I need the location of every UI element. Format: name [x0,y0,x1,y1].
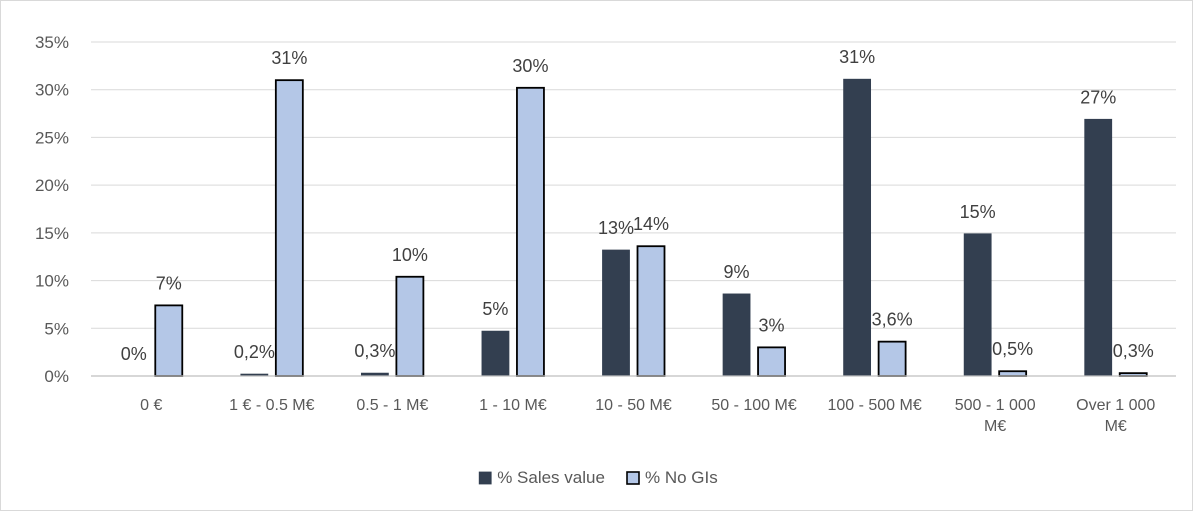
x-axis-category-labels: 0 € 1 € - 0.5 M€ 0.5 - 1 M€ 1 - 10 M€ 10 - 5… [140,397,1155,435]
y-tick-label: 20% [35,176,69,195]
bar-no-gis [154,304,184,377]
data-label-sales-value: 31% [839,47,875,67]
x-category-label: 1 € - 0.5 M€ [229,397,314,414]
x-category-label: 1 - 10 M€ [479,397,547,414]
bar-no-gis [757,346,786,377]
y-axis-ticks: 0% 5% 10% 15% 20% 25% 30% 35% [35,33,69,386]
data-label-sales-value: 0,2% [234,342,275,362]
gridlines [91,41,1176,329]
y-tick-label: 25% [35,128,69,147]
bar-no-gis [636,245,666,377]
bar-no-gis [274,79,304,377]
data-label-no-gis: 30% [512,56,548,76]
data-label-no-gis: 3% [759,315,785,335]
legend-item-no-gis: % No GIs [626,468,718,487]
y-tick-label: 35% [35,33,69,52]
y-tick-label: 30% [35,81,69,100]
y-tick-label: 15% [35,224,69,243]
data-label-sales-value: 15% [960,202,996,222]
legend-swatch [478,471,492,485]
data-label-sales-value: 0,3% [354,341,395,361]
legend-label: % No GIs [645,468,718,487]
bar-sales-value [1084,118,1113,377]
bars [154,78,1148,377]
x-category-label: M€ [1105,418,1127,435]
data-label-no-gis: 14% [633,214,669,234]
data-label-no-gis: 0,5% [992,339,1033,359]
bar-sales-value [602,249,630,377]
data-label-no-gis: 10% [392,245,428,265]
x-category-label: 10 - 50 M€ [595,397,672,414]
bar-no-gis [395,275,425,377]
data-label-sales-value: 5% [482,299,508,319]
legend-swatch [626,471,640,485]
legend-label: % Sales value [497,468,605,487]
x-category-label: 0 € [140,397,162,414]
bar-sales-value [722,293,751,377]
x-category-label: 100 - 500 M€ [827,397,921,414]
bar-no-gis [998,370,1028,377]
data-label-sales-value: 13% [598,218,634,238]
data-label-sales-value: 27% [1080,87,1116,107]
bar-sales-value [481,330,510,377]
x-category-label: Over 1 000 [1076,397,1155,414]
legend: % Sales value % No GIs [478,468,718,487]
data-labels: 0% 0,2% 0,3% 5% 13% 9% 31% 15% 27% 7% 31% 10% 30% 14%… [121,47,1154,364]
x-category-label: 0.5 - 1 M€ [356,397,428,414]
y-tick-label: 5% [44,319,69,338]
data-label-no-gis: 7% [156,273,182,293]
data-label-no-gis: 31% [271,48,307,68]
bar-sales-value [843,78,872,377]
bar-sales-value [963,233,992,377]
data-label-no-gis: 3,6% [872,310,913,330]
bar-no-gis [877,340,907,377]
x-category-label: 50 - 100 M€ [711,397,796,414]
legend-item-sales-value: % Sales value [478,468,605,487]
y-tick-label: 10% [35,272,69,291]
data-label-no-gis: 0,3% [1113,341,1154,361]
x-category-label: 500 - 1 000 [955,397,1036,414]
data-label-sales-value: 9% [724,262,750,282]
x-category-label: M€ [984,418,1006,435]
bar-no-gis [516,86,545,377]
data-label-sales-value: 0% [121,344,147,364]
y-tick-label: 0% [44,367,69,386]
